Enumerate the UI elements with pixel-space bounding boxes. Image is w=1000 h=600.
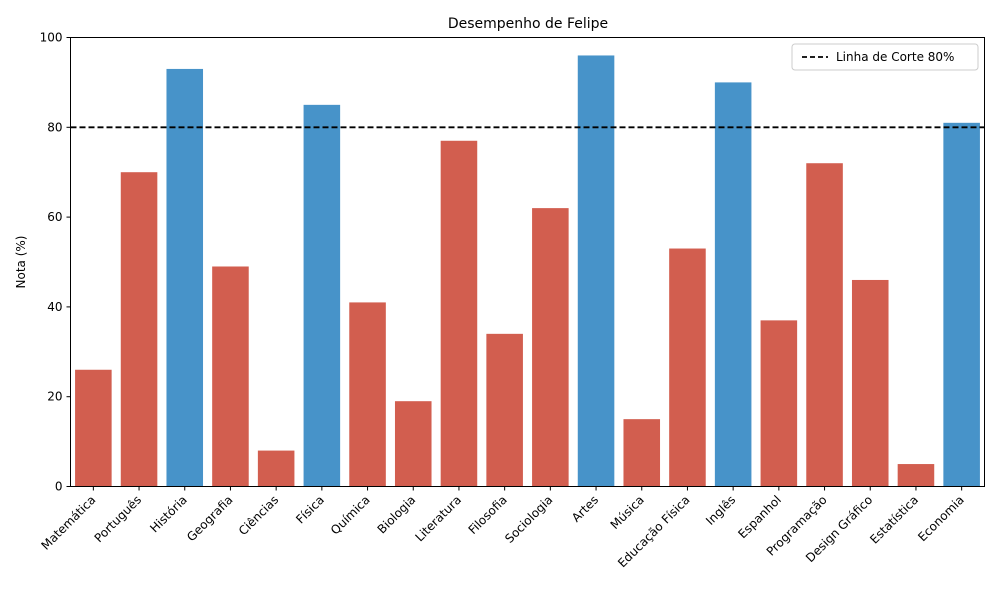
legend-box	[791, 43, 979, 71]
x-tick-label: Economia	[915, 493, 967, 545]
x-tick-label: Estatística	[867, 493, 921, 547]
legend-threshold-label: Linha de Corte 80%	[836, 50, 954, 64]
bar	[120, 172, 158, 487]
bar	[897, 464, 935, 487]
x-tick-label: Artes	[569, 493, 601, 525]
bar	[166, 68, 204, 487]
bar	[577, 55, 615, 487]
bar	[714, 82, 752, 487]
bar	[851, 279, 889, 487]
y-tick-label: 0	[55, 480, 63, 494]
x-tick-label: Ciências	[236, 493, 281, 538]
y-tick-label: 20	[47, 390, 62, 404]
bar	[257, 450, 295, 487]
bar	[532, 208, 569, 487]
y-axis: 0 20 40 60 80 100	[40, 31, 71, 494]
x-tick-label: Biologia	[375, 493, 419, 537]
bar	[760, 320, 798, 487]
bar	[623, 419, 661, 487]
y-axis-title: Nota (%)	[14, 236, 28, 289]
x-tick-label: Inglês	[703, 493, 738, 528]
legend: Linha de Corte 80%	[791, 43, 979, 71]
plot-frame	[70, 37, 985, 487]
bar	[440, 140, 478, 487]
bar	[75, 369, 112, 487]
y-tick-label: 40	[47, 300, 62, 314]
x-tick-label: Filosofia	[466, 493, 510, 537]
x-tick-label: História	[147, 493, 190, 536]
bar	[212, 266, 249, 487]
x-tick-label: Química	[328, 493, 373, 538]
chart-title: Desempenho de Felipe	[448, 16, 608, 32]
bar	[349, 302, 386, 487]
bars-layer	[75, 55, 980, 487]
x-tick-label: Física	[293, 493, 327, 527]
bar	[806, 163, 843, 487]
y-tick-label: 60	[47, 210, 62, 224]
y-tick-label: 80	[47, 120, 62, 134]
bar	[943, 122, 980, 487]
x-tick-label: Espanhol	[735, 493, 784, 542]
x-tick-label: Matemática	[38, 493, 98, 553]
bar	[303, 104, 341, 487]
x-tick-label: Sociologia	[502, 493, 555, 546]
x-tick-label: Geografia	[184, 493, 236, 545]
x-tick-label: Música	[608, 493, 647, 532]
y-tick-label: 100	[40, 31, 63, 45]
bar	[669, 248, 706, 487]
x-tick-label: Literatura	[412, 493, 464, 545]
bar	[394, 401, 432, 487]
bar	[486, 333, 523, 487]
x-tick-label: Português	[92, 493, 145, 546]
